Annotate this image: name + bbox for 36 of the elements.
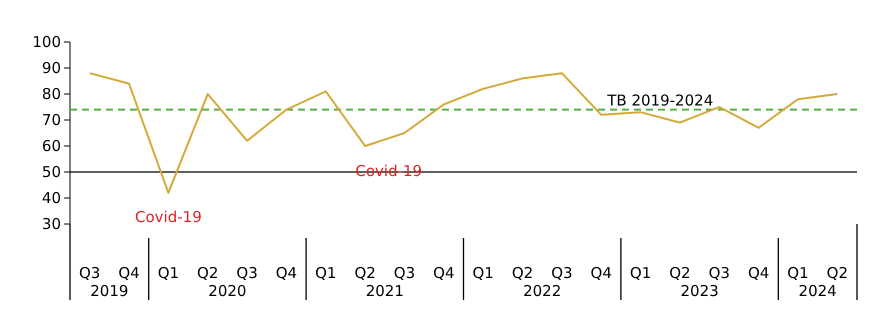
x-tick-label: Q3	[78, 264, 100, 282]
y-tick-label: 100	[32, 32, 61, 51]
x-tick-label: Q2	[826, 264, 848, 282]
x-tick-label: Q1	[630, 264, 652, 282]
y-tick-label: 40	[42, 188, 61, 207]
x-tick-label: Q2	[512, 264, 534, 282]
x-tick-label: Q4	[433, 264, 455, 282]
x-tick-label: Q3	[394, 264, 416, 282]
text: 2022	[523, 282, 562, 300]
x-tick-label: Q1	[158, 264, 180, 282]
x-tick-label: Q2	[669, 264, 691, 282]
y-tick-label: 50	[42, 162, 61, 181]
x-tick-label: Q1	[315, 264, 336, 282]
x-tick-label: Q2	[197, 264, 218, 282]
y-tick-label: 90	[42, 58, 61, 77]
annotation: Covid-19	[135, 208, 202, 226]
x-tick-label: Q4	[748, 264, 770, 282]
x-tick-label: Q1	[472, 264, 494, 282]
text: 2019	[90, 282, 128, 300]
y-tick-label: 60	[42, 136, 61, 155]
text: 2024	[798, 282, 837, 300]
x-tick-label: Q4	[590, 264, 612, 282]
y-tick-label: 80	[42, 84, 61, 103]
y-tick-label: 70	[42, 110, 61, 129]
x-tick-label: Q3	[708, 264, 730, 282]
x-tick-label: Q4	[118, 264, 140, 282]
text: 2023	[680, 282, 719, 300]
x-tick-label: Q1	[787, 264, 809, 282]
ref-line-label: TB 2019-2024	[606, 92, 714, 110]
text: 2021	[366, 282, 404, 300]
text: 2020	[208, 282, 246, 300]
x-tick-label: Q3	[236, 264, 258, 282]
y-tick-label: 30	[42, 214, 61, 233]
x-tick-label: Q2	[354, 264, 376, 282]
x-tick-label: Q4	[276, 264, 298, 282]
x-tick-label: Q3	[551, 264, 573, 282]
